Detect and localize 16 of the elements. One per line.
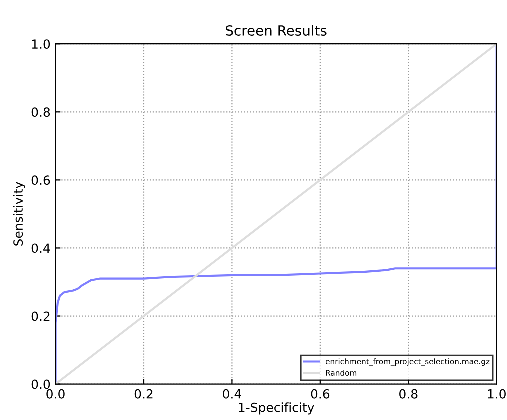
line-series (56, 44, 497, 384)
x-tick-label: 0.4 (223, 389, 242, 399)
x-tick-label: 0.8 (400, 389, 418, 399)
x-axis-title: 1-Specificity (239, 402, 314, 415)
y-tick-label: 0.6 (32, 176, 50, 186)
y-axis-title: Sensitivity (13, 182, 26, 246)
x-tick-label: 0.0 (46, 389, 65, 399)
y-tick-label: 0.0 (32, 380, 50, 390)
y-tick-label: 1.0 (32, 40, 50, 50)
chart-title: Screen Results (226, 25, 327, 36)
x-tick-label: 0.2 (134, 389, 153, 399)
y-tick-label: 0.2 (32, 312, 50, 322)
y-tick-label: 0.4 (32, 244, 50, 254)
y-tick-label: 0.8 (32, 108, 50, 118)
x-tick-label: 1.0 (488, 389, 506, 399)
x-tick-label: 0.6 (311, 389, 330, 399)
